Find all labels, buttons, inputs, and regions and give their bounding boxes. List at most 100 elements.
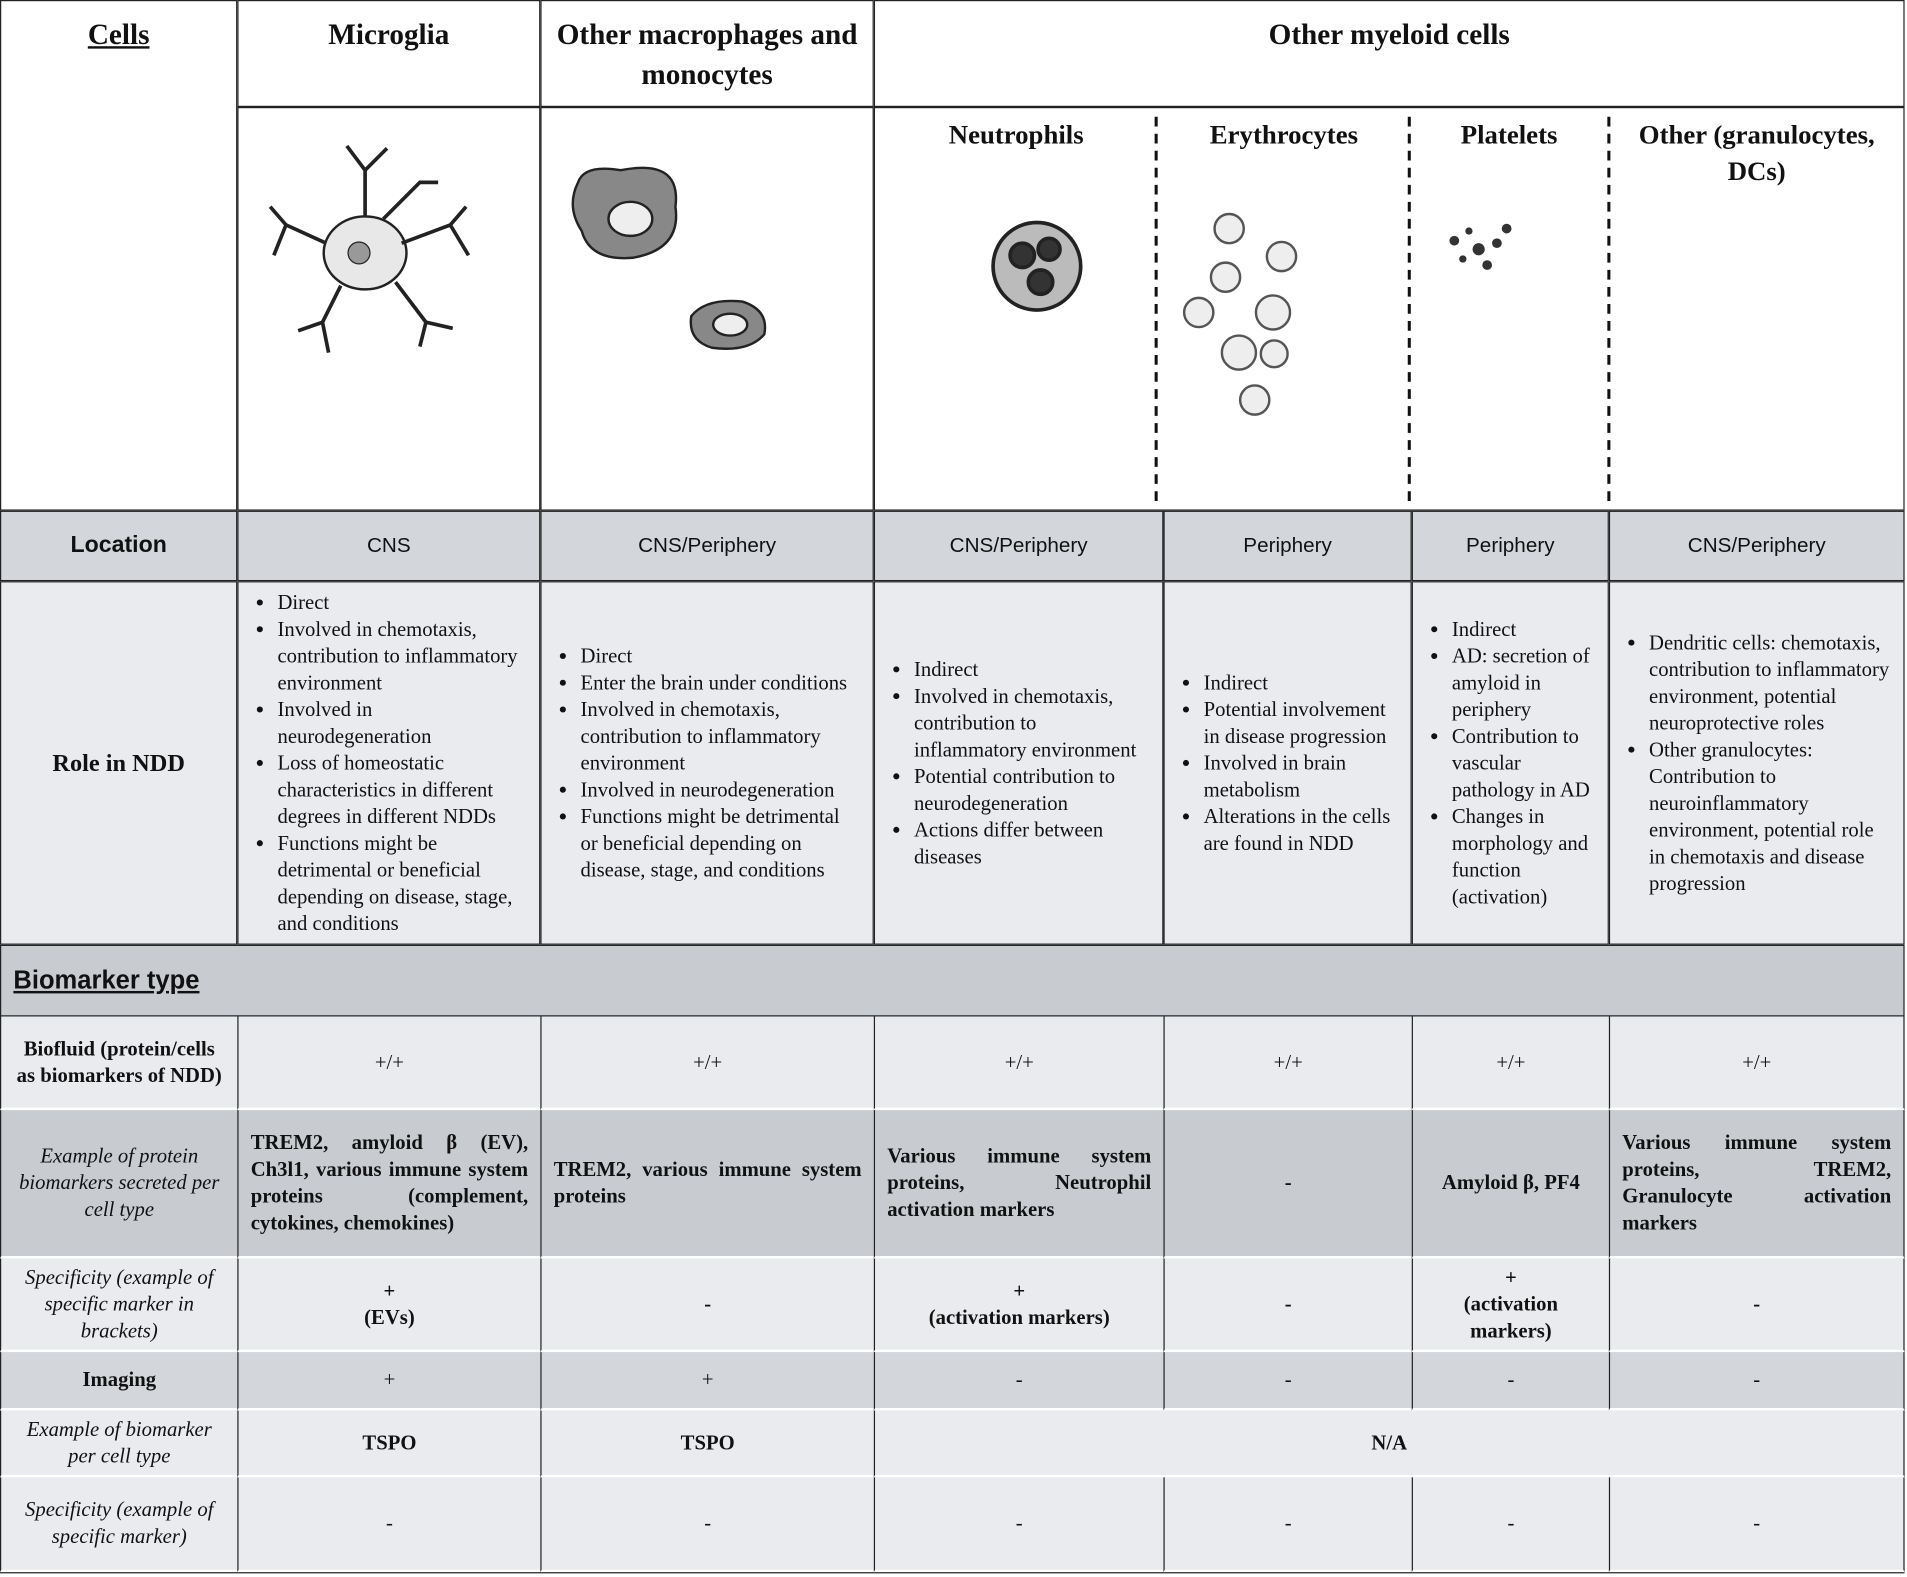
bullet-item: Functions might be detrimental or benefi… — [581, 803, 861, 883]
imaging-specificity-value: - — [1507, 1511, 1515, 1535]
imaging_specificity-cell: - — [1411, 1477, 1609, 1573]
biofluid-cell: +/+ — [873, 1016, 1164, 1111]
imaging_specificity-cell: - — [237, 1477, 541, 1573]
location-value: Periphery — [1243, 533, 1332, 557]
biofluid-label: Biofluid (protein/cells as biomarkers of… — [0, 1016, 238, 1111]
specificity-example: (activation markers) — [1463, 1291, 1559, 1342]
subtype-header: Neutrophils — [874, 109, 1159, 243]
table-bottom-border — [0, 1572, 1905, 1574]
imaging-cell: - — [1608, 1352, 1905, 1411]
specificity-mark: + — [1013, 1278, 1026, 1302]
bullet-list: IndirectInvolved in chemotaxis, contribu… — [887, 656, 1150, 870]
bullet-item: Involved in chemotaxis, contribution to … — [914, 683, 1150, 763]
imaging-value: - — [1015, 1367, 1023, 1391]
bullet-list: DirectInvolved in chemotaxis, contributi… — [251, 589, 527, 937]
location-value: CNS/Periphery — [1687, 533, 1826, 557]
section-title: Biomarker type — [13, 966, 200, 994]
cells-header: Cells — [0, 0, 238, 511]
bullet-item: Indirect — [914, 656, 1150, 683]
imaging_specificity-label: Specificity (example of specific marker) — [0, 1477, 238, 1573]
row-label: Location — [70, 532, 167, 559]
myeloid-header: Other myeloid cells — [873, 0, 1905, 107]
bullet-item: Potential involvement in disease progres… — [1204, 696, 1399, 749]
microglia-header: Microglia — [237, 0, 541, 107]
biofluid-value: +/+ — [1496, 1049, 1526, 1074]
bullet-list: Dendritic cells: chemotaxis, contributio… — [1622, 629, 1891, 896]
imaging-cell: - — [1411, 1352, 1609, 1411]
location-cell: Periphery — [1411, 510, 1609, 582]
imaging-example: N/A — [1371, 1430, 1408, 1454]
header-text: Other myeloid cells — [1268, 19, 1510, 52]
protein-example: Amyloid β, PF4 — [1441, 1170, 1580, 1195]
imaging_examples-label: Example of biomarker per cell type — [0, 1410, 238, 1478]
biofluid-value: +/+ — [374, 1049, 404, 1074]
bullet-list: IndirectAD: secretion of amyloid in peri… — [1425, 616, 1595, 910]
location-cell: CNS — [237, 510, 541, 582]
subtype-header: Erythrocytes — [1159, 109, 1410, 243]
biofluid_specificity-cell: - — [1163, 1258, 1412, 1353]
bullet-item: Loss of homeostatic characteristics in d… — [277, 750, 526, 830]
subtype-label: Platelets — [1460, 119, 1558, 150]
row-label: Imaging — [82, 1367, 157, 1391]
imaging-example: TSPO — [680, 1430, 735, 1454]
protein-example: - — [1284, 1170, 1292, 1195]
imaging_examples-cell: TSPO — [237, 1410, 541, 1478]
location-cell: CNS/Periphery — [1608, 510, 1905, 582]
bullet-item: Indirect — [1452, 616, 1596, 643]
imaging-specificity-value: - — [1284, 1511, 1292, 1535]
cells-label: Cells — [87, 19, 150, 52]
row-label: Specificity (example of specific marker … — [25, 1265, 214, 1342]
subtype-label: Other (granulocytes, DCs) — [1638, 119, 1875, 187]
imaging-cell: - — [1163, 1352, 1412, 1411]
bullet-item: Contribution to vascular pathology in AD — [1452, 723, 1596, 803]
bullet-list: DirectEnter the brain under conditionsIn… — [554, 643, 861, 884]
protein_examples-label: Example of protein biomarkers secreted p… — [0, 1110, 238, 1259]
protein_examples-cell: - — [1163, 1110, 1412, 1259]
role-cell: DirectInvolved in chemotaxis, contributi… — [237, 581, 541, 945]
subtype-label: Neutrophils — [948, 119, 1084, 150]
bullet-list: IndirectPotential involvement in disease… — [1177, 669, 1398, 856]
biofluid-cell: +/+ — [1411, 1016, 1609, 1111]
header-text: Other macrophages and monocytes — [556, 19, 858, 92]
specificity-mark: - — [704, 1291, 712, 1315]
imaging_specificity-cell: - — [1163, 1477, 1412, 1573]
bullet-item: Enter the brain under conditions — [581, 669, 861, 696]
biofluid_specificity-cell: + (activation markers) — [873, 1258, 1164, 1353]
location-cell: Periphery — [1163, 510, 1412, 582]
specificity-mark: - — [1284, 1291, 1292, 1315]
role-label: Role in NDD — [0, 581, 238, 945]
bullet-item: Involved in chemotaxis, contribution to … — [277, 616, 526, 696]
biofluid_specificity-cell: - — [1608, 1258, 1905, 1353]
role-cell: Dendritic cells: chemotaxis, contributio… — [1608, 581, 1905, 945]
row-label: Example of protein biomarkers secreted p… — [19, 1144, 220, 1221]
specificity-mark: + — [1505, 1265, 1517, 1289]
imaging-specificity-value: - — [1015, 1511, 1023, 1535]
protein-example: TREM2, amyloid β (EV), Ch3l1, various im… — [250, 1130, 529, 1235]
specificity-mark: + — [383, 1278, 396, 1302]
imaging-cell: + — [237, 1352, 541, 1411]
biofluid_specificity-label: Specificity (example of specific marker … — [0, 1258, 238, 1353]
bullet-item: Actions differ between diseases — [914, 816, 1150, 869]
bullet-item: Indirect — [1204, 669, 1399, 696]
imaging-value: + — [701, 1367, 714, 1391]
biofluid-cell: +/+ — [540, 1016, 874, 1111]
imaging-cell: - — [873, 1352, 1164, 1411]
specificity-example: (activation markers) — [928, 1305, 1110, 1329]
bullet-item: Potential contribution to neurodegenerat… — [914, 763, 1150, 816]
biofluid_specificity-cell: - — [540, 1258, 874, 1353]
row-label: Specificity (example of specific marker) — [25, 1497, 214, 1548]
imaging-value: + — [383, 1367, 396, 1391]
imaging-value: - — [1284, 1367, 1292, 1391]
biofluid-cell: +/+ — [237, 1016, 541, 1111]
role-cell: IndirectAD: secretion of amyloid in peri… — [1411, 581, 1609, 945]
protein-example: Various immune system proteins, TREM2, G… — [1622, 1130, 1892, 1235]
protein_examples-cell: Various immune system proteins, Neutroph… — [873, 1110, 1164, 1259]
biofluid-value: +/+ — [1004, 1049, 1034, 1074]
subtype-header: Platelets — [1409, 109, 1609, 243]
biofluid-value: +/+ — [1742, 1049, 1772, 1074]
macrophage-image — [540, 106, 874, 511]
protein_examples-cell: Various immune system proteins, TREM2, G… — [1608, 1110, 1905, 1259]
imaging-value: - — [1753, 1367, 1761, 1391]
bullet-item: Direct — [277, 589, 526, 616]
biofluid-cell: +/+ — [1163, 1016, 1412, 1111]
